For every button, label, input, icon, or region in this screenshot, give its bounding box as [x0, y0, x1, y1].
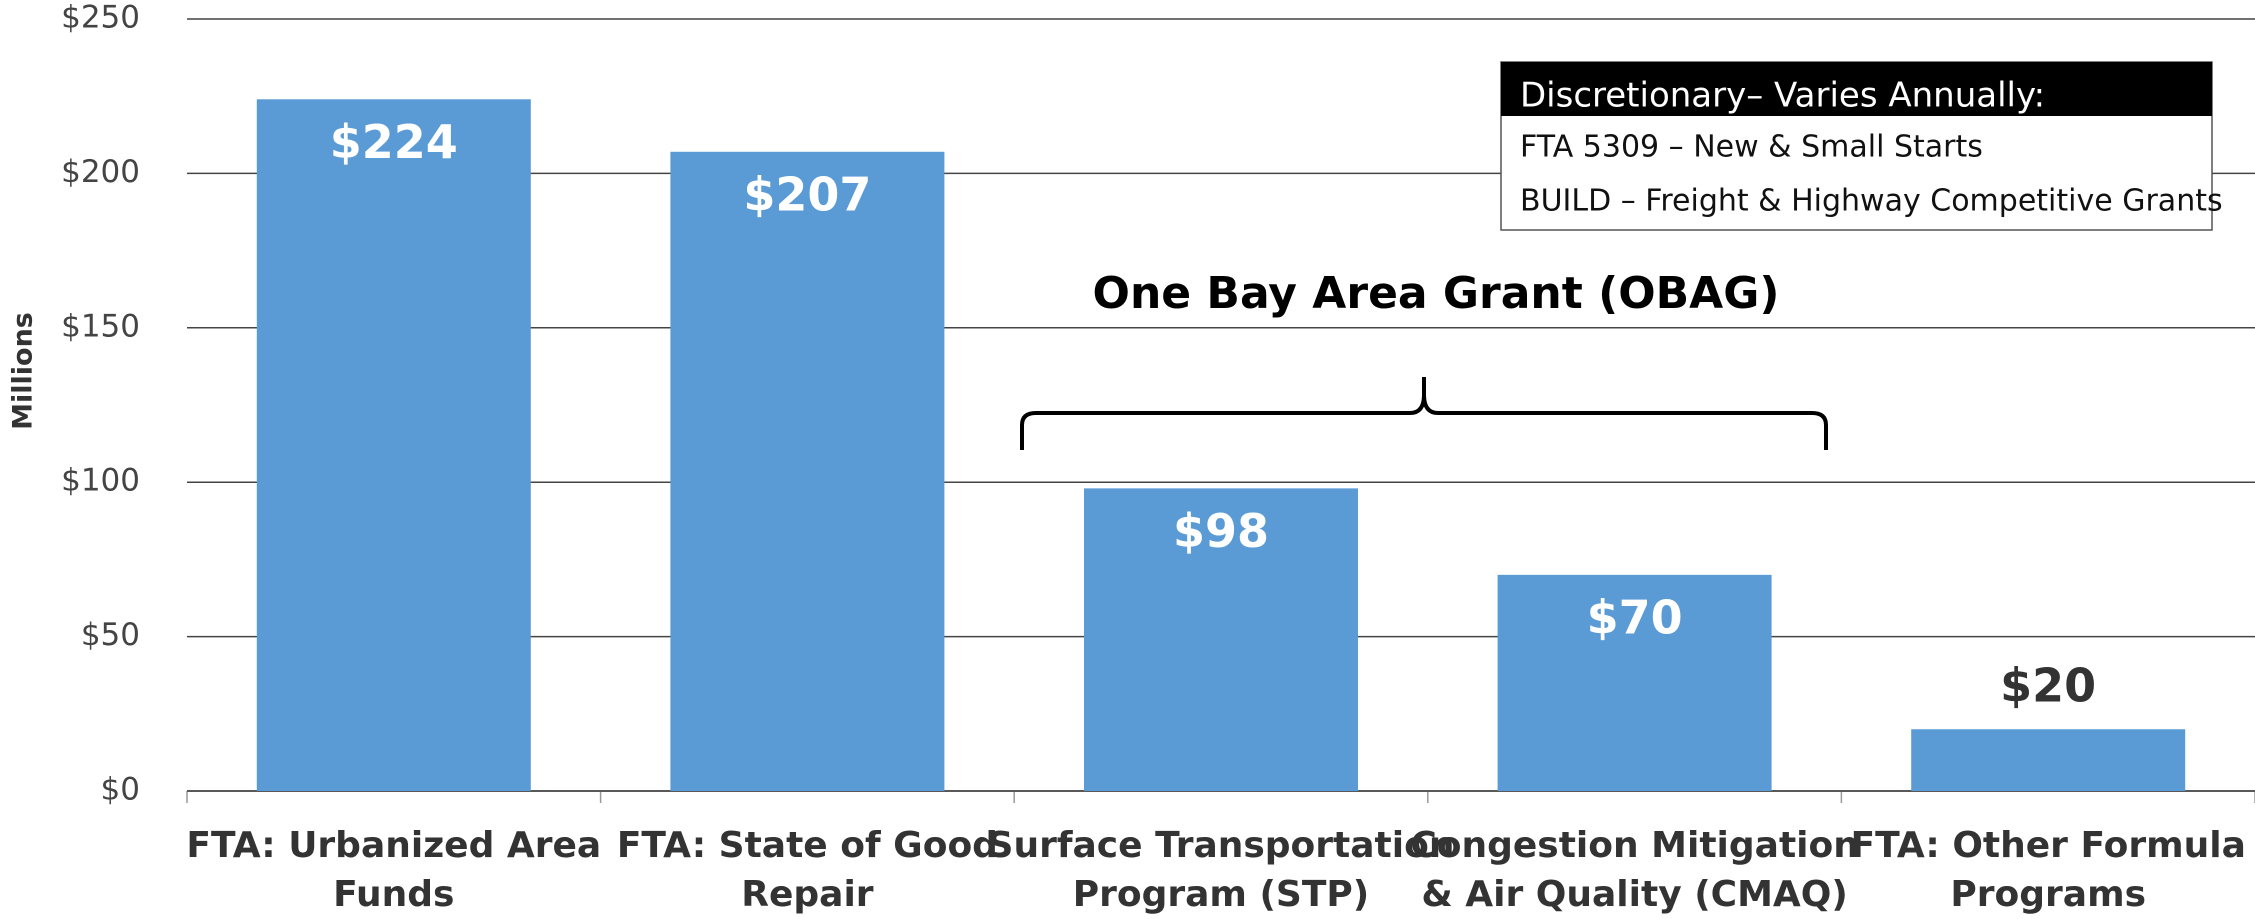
data-label: $224 [330, 115, 458, 169]
x-tick-label: FTA: Urbanized Area [186, 825, 601, 866]
y-tick-label: $100 [61, 463, 140, 499]
x-tick-label: FTA: Other Formula [1851, 825, 2246, 866]
data-label: $98 [1173, 504, 1269, 558]
y-tick-label: $50 [81, 617, 140, 653]
data-label: $207 [743, 167, 871, 221]
callout-line: BUILD – Freight & Highway Competitive Gr… [1520, 184, 2223, 219]
x-tick-label: Congestion Mitigation [1410, 825, 1859, 866]
data-label: $70 [1587, 590, 1683, 644]
x-tick-label: Surface Transportation [988, 825, 1455, 866]
x-tick-label: & Air Quality (CMAQ) [1421, 874, 1847, 915]
x-tick-label: FTA: State of Good [617, 825, 998, 866]
callout-line: FTA 5309 – New & Small Starts [1520, 130, 1983, 165]
x-tick-label: Repair [741, 874, 874, 915]
y-tick-label: $0 [101, 772, 140, 808]
callout-header [1501, 62, 2212, 116]
y-tick-label: $150 [61, 308, 140, 344]
x-tick-label: Funds [333, 874, 454, 915]
y-tick-label: $250 [61, 0, 140, 36]
x-tick-label: Program (STP) [1073, 874, 1370, 915]
x-tick-label: Programs [1950, 874, 2146, 915]
y-axis-label: Millions [8, 312, 39, 430]
bar [1911, 729, 2186, 791]
obag-brace [1020, 377, 1828, 450]
y-tick-label: $200 [61, 154, 140, 190]
annotation: One Bay Area Grant (OBAG) [1093, 268, 1780, 319]
bar [256, 99, 531, 791]
bar [1084, 488, 1358, 791]
bar [670, 151, 945, 791]
bar [1497, 574, 1772, 791]
data-label: $20 [2000, 659, 2096, 713]
callout-title: Discretionary– Varies Annually: [1520, 76, 2045, 116]
